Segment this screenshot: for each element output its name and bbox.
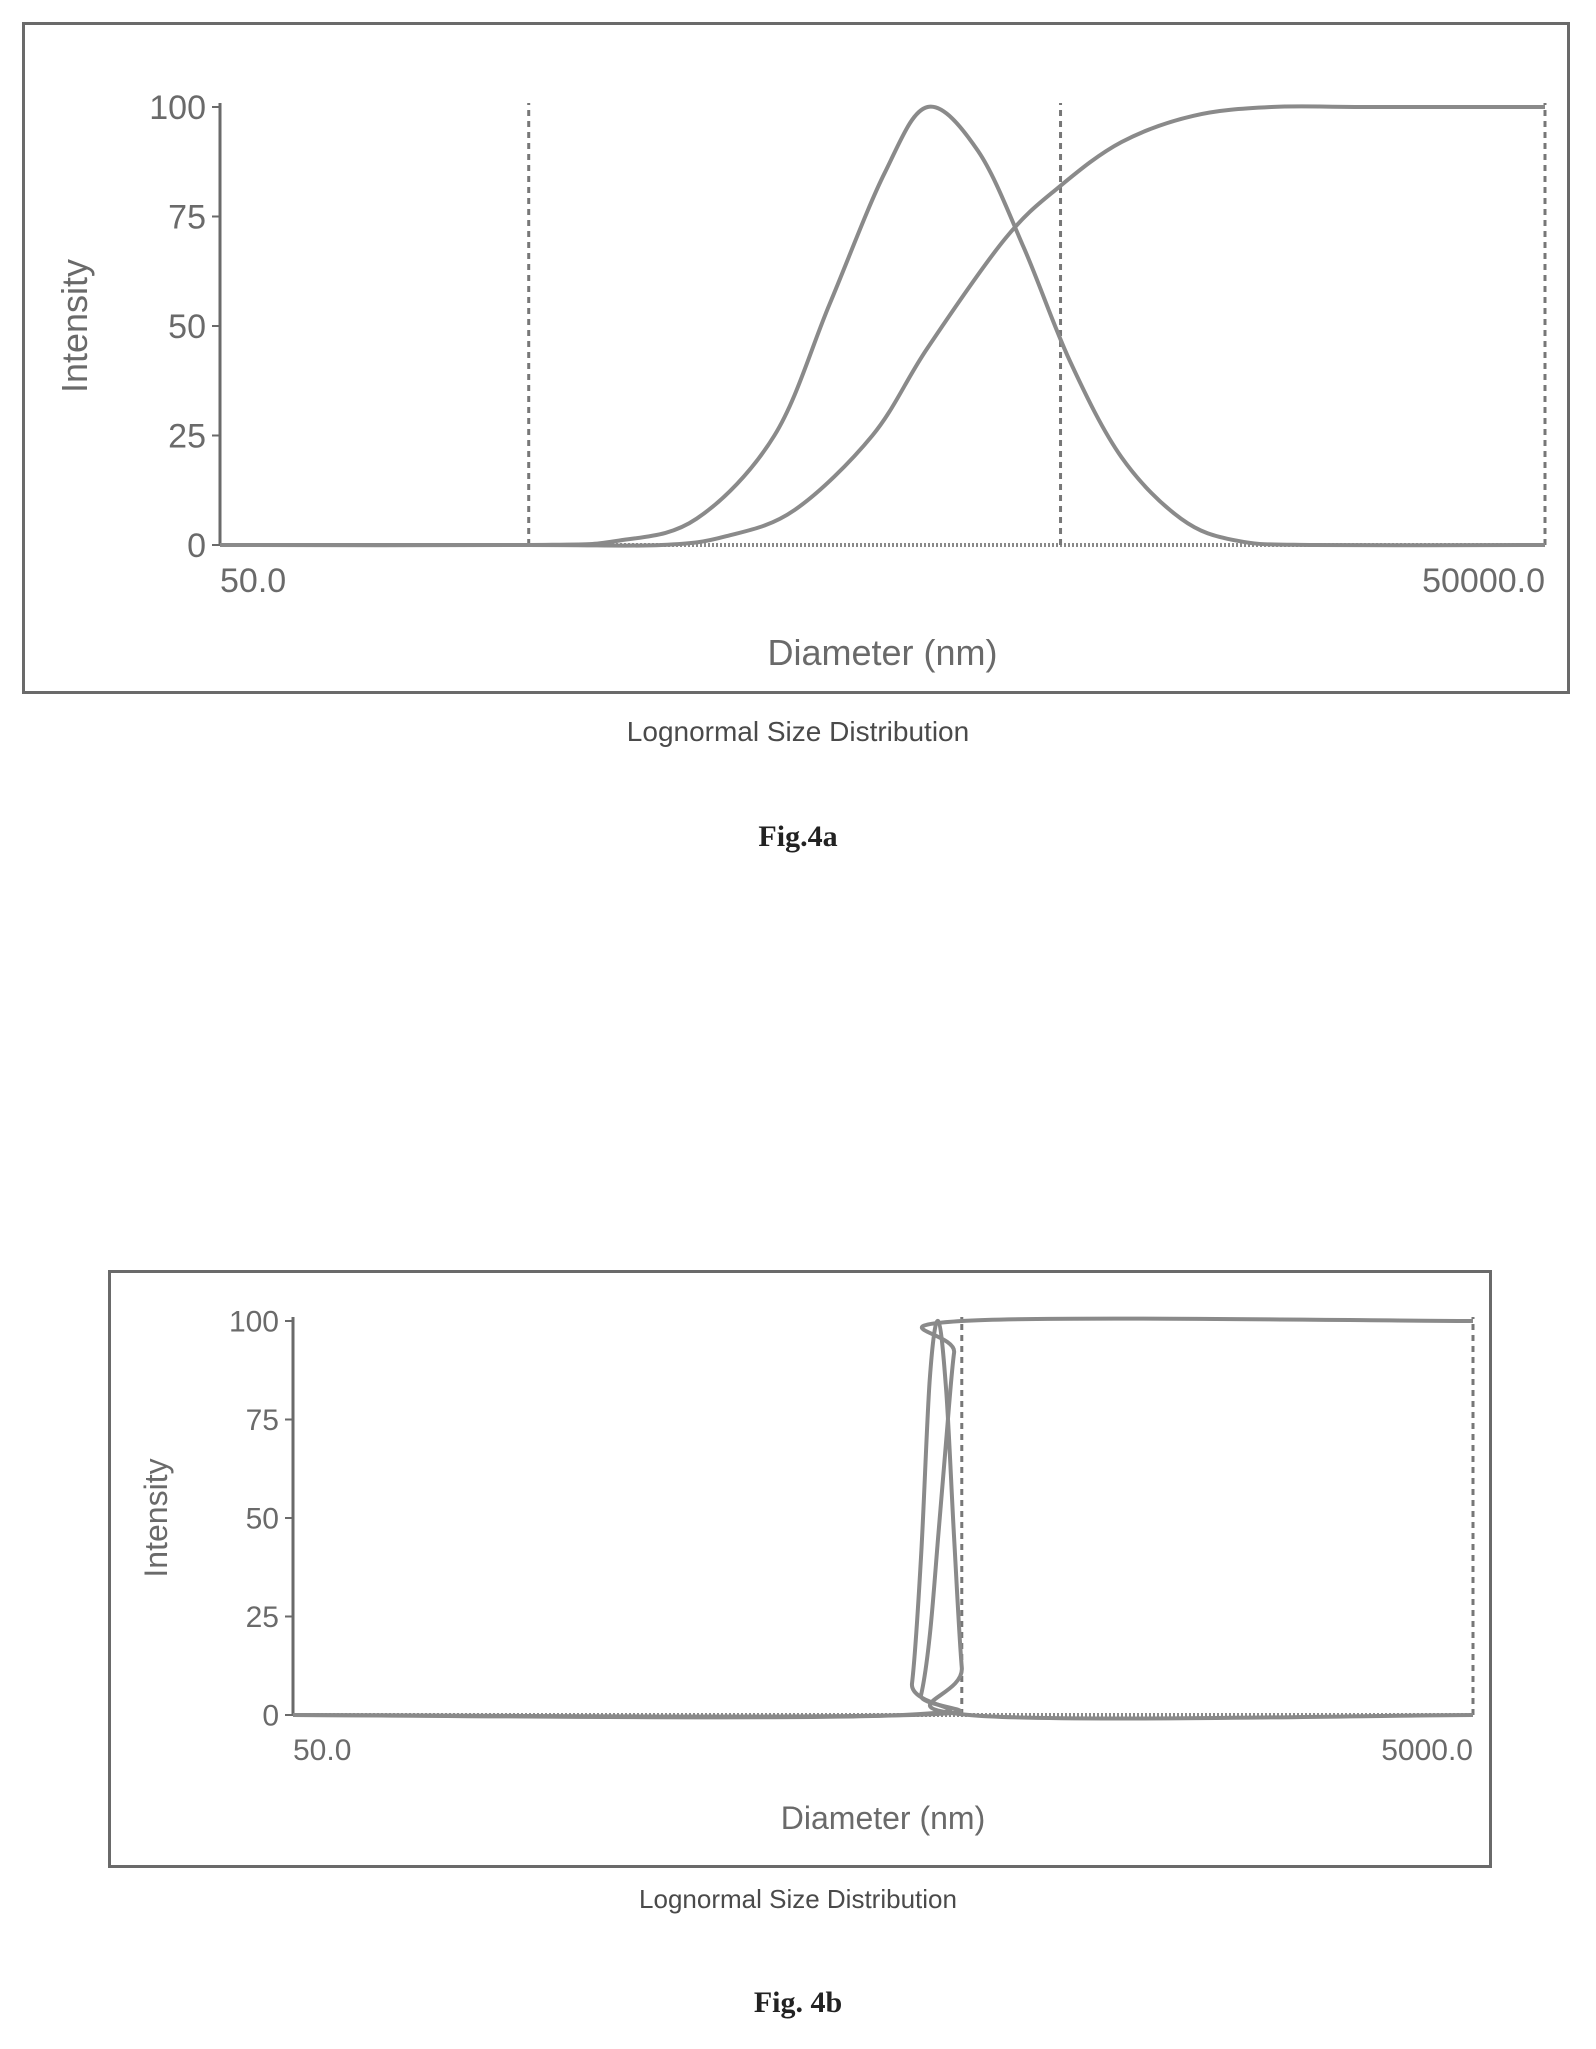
y-tick-label-4b: 25 (246, 1601, 279, 1634)
x-axis-label-4a: Diameter (nm) (767, 632, 997, 673)
chart-4b-caption: Lognormal Size Distribution (639, 1884, 957, 1914)
y-axis-label-4b: Intensity (138, 1458, 174, 1577)
x-axis-label-4b: Diameter (nm) (781, 1800, 985, 1836)
y-tick-label-4b: 100 (229, 1306, 279, 1339)
series-cumulative-curve-4a (220, 104, 1545, 548)
y-tick-label-4a: 100 (149, 89, 206, 127)
y-axis-label-4a: Intensity (54, 259, 95, 393)
x-tick-label-4a: 50.0 (220, 562, 286, 600)
figure-label-4a: Fig.4a (758, 820, 838, 853)
y-tick-label-4a: 25 (168, 417, 206, 455)
figure-label-4b: Fig. 4b (753, 1986, 843, 2019)
chart-4a-plot: 0 25 50 75 100 50.0 50000.0 Diameter (nm) Intens… (54, 89, 1547, 673)
x-tick-label-4b: 5000.0 (1381, 1734, 1473, 1767)
y-tick-label-4a: 50 (168, 308, 206, 346)
series-cumulative-curve-4b (292, 1316, 1474, 1719)
x-tick-label-4a: 50000.0 (1422, 562, 1545, 600)
chart-frame-4b: 0 25 50 75 100 50.0 5000.0 Diameter (nm) Intensi… (108, 1270, 1492, 1868)
y-tick-label-4b: 0 (262, 1700, 279, 1733)
y-tick-label-4a: 75 (168, 198, 206, 236)
chart-frame-4a: 0 25 50 75 100 50.0 50000.0 Diameter (nm) Intens… (22, 22, 1570, 694)
y-tick-label-4b: 75 (246, 1404, 279, 1437)
chart-4b-plot: 0 25 50 75 100 50.0 5000.0 Diameter (nm) Intensi… (138, 1306, 1475, 1836)
series-distribution-curve-4a (219, 104, 1546, 548)
y-tick-label-4b: 50 (246, 1503, 279, 1536)
series-distribution-curve-4b (292, 1318, 1474, 1721)
chart-4a-caption: Lognormal Size Distribution (626, 716, 970, 747)
y-tick-label-4a: 0 (187, 527, 206, 565)
x-tick-label-4b: 50.0 (293, 1734, 351, 1767)
